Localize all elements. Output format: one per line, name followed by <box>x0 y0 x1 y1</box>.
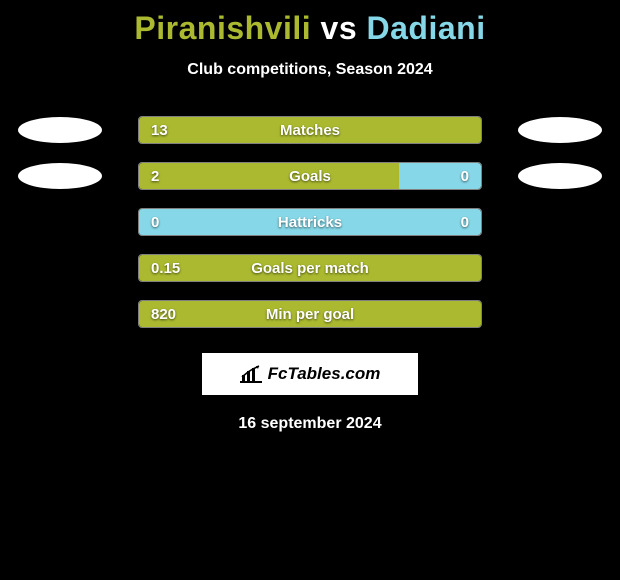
date-text: 16 september 2024 <box>238 415 381 433</box>
stat-bar-right <box>139 209 481 235</box>
stat-bar-left <box>139 255 481 281</box>
chart-icon <box>240 365 262 383</box>
stat-bar-right <box>399 163 481 189</box>
stat-bar-track: 20Goals <box>138 162 482 190</box>
stat-row: 13Matches <box>0 107 620 153</box>
title-vs: vs <box>321 10 358 46</box>
stat-bar-left <box>139 117 481 143</box>
player-ellipse-left <box>18 117 102 143</box>
stat-rows: 13Matches 20Goals 00Hattricks 0.15Goals per… <box>0 107 620 337</box>
brand-text: FcTables.com <box>268 364 381 384</box>
title-player2: Dadiani <box>367 10 486 46</box>
player-ellipse-right <box>518 117 602 143</box>
stat-bar-track: 0.15Goals per match <box>138 254 482 282</box>
player-ellipse-left <box>18 163 102 189</box>
player-ellipse-right <box>518 163 602 189</box>
stats-card: Piranishvili vs Dadiani Club competition… <box>0 0 620 433</box>
brand-box: FcTables.com <box>202 353 418 395</box>
title: Piranishvili vs Dadiani <box>134 10 485 47</box>
stat-bar-track: 13Matches <box>138 116 482 144</box>
stat-row: 00Hattricks <box>0 199 620 245</box>
stat-bar-track: 820Min per goal <box>138 300 482 328</box>
subtitle: Club competitions, Season 2024 <box>187 61 432 79</box>
stat-bar-left <box>139 301 481 327</box>
title-player1: Piranishvili <box>134 10 311 46</box>
stat-row: 0.15Goals per match <box>0 245 620 291</box>
stat-row: 20Goals <box>0 153 620 199</box>
stat-bar-left <box>139 163 399 189</box>
stat-row: 820Min per goal <box>0 291 620 337</box>
stat-bar-track: 00Hattricks <box>138 208 482 236</box>
